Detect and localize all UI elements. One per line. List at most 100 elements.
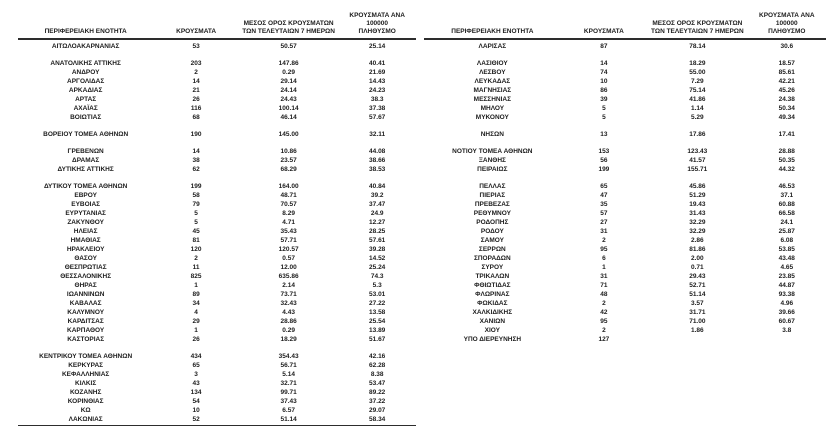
avg7-cell: 32.43	[280, 300, 297, 307]
column-header-region: ΠΕΡΙΦΕΡΕΙΑΚΗ ΕΝΟΤΗΤΑ	[451, 28, 534, 35]
cases-cell: 31	[600, 228, 608, 235]
per100k-cell: 13.89	[369, 327, 386, 334]
cases-cell: 27	[600, 219, 608, 226]
table-row: ΕΥΒΟΙΑΣ 79 70.57 37.47	[18, 200, 416, 209]
avg7-cell: 50.57	[280, 43, 297, 50]
per100k-cell: 45.26	[778, 87, 795, 94]
avg7-cell: 5.29	[691, 114, 704, 121]
table-row: ΘΕΣΠΡΩΤΙΑΣ 11 12.00 25.24	[18, 263, 416, 272]
per100k-cell: 42.21	[778, 78, 795, 85]
per100k-cell: 30.6	[780, 43, 794, 50]
avg7-cell: 10.86	[280, 148, 297, 155]
avg7-cell: 51.14	[689, 291, 706, 298]
per100k-cell: 14.52	[369, 255, 386, 262]
per100k-cell: 62.28	[369, 362, 386, 369]
per100k-cell: 58.34	[369, 416, 386, 423]
avg7-cell: 99.71	[280, 389, 297, 396]
avg7-cell: 24.14	[280, 87, 297, 94]
cases-cell: 5	[602, 105, 606, 112]
avg7-cell: 2.86	[691, 237, 704, 244]
region-cell: ΑΡΚΑΔΙΑΣ	[68, 87, 103, 94]
table-row: ΠΙΕΡΙΑΣ 47 51.29 37.1	[424, 191, 826, 200]
table-row: ΠΕΛΛΑΣ 65 45.86 46.53	[424, 182, 826, 191]
row-group: ΑΙΤΩΛΟΑΚΑΡΝΑΝΙΑΣ 53 50.57 25.14	[18, 42, 416, 51]
per100k-cell: 25.54	[369, 318, 386, 325]
table-row: ΣΥΡΟΥ 1 0.71 4.65	[424, 263, 826, 272]
table-row: ΔΥΤΙΚΟΥ ΤΟΜΕΑ ΑΘΗΝΩΝ 199 164.00 40.84	[18, 182, 416, 191]
column-header-avg7-line1: ΜΕΣΟΣ ΟΡΟΣ ΚΡΟΥΣΜΑΤΩΝ	[243, 20, 334, 27]
avg7-cell: 100.14	[278, 105, 299, 112]
per100k-cell: 44.32	[778, 166, 795, 173]
avg7-cell: 35.43	[280, 228, 297, 235]
region-cell: ΙΩΑΝΝΙΝΩΝ	[66, 291, 105, 298]
table-row: ΡΕΘΥΜΝΟΥ 57 31.43 66.58	[424, 209, 826, 218]
avg7-cell: 55.00	[689, 69, 706, 76]
cases-cell: 190	[190, 131, 202, 138]
per100k-cell: 46.53	[778, 183, 795, 190]
cases-cell: 39	[600, 96, 608, 103]
table-row: ΚΑΡΔΙΤΣΑΣ 29 28.86 25.54	[18, 317, 416, 326]
cases-cell: 45	[192, 228, 200, 235]
cases-cell: 71	[600, 282, 608, 289]
per100k-cell: 44.08	[369, 148, 386, 155]
per100k-cell: 40.41	[369, 60, 386, 67]
avg7-cell: 0.57	[282, 255, 295, 262]
table-row: ΑΡΚΑΔΙΑΣ 21 24.14 24.23	[18, 86, 416, 95]
table-row: ΦΩΚΙΔΑΣ 2 3.57 4.96	[424, 299, 826, 308]
table-row: ΝΟΤΙΟΥ ΤΟΜΕΑ ΑΘΗΝΩΝ 153 123.43 28.88	[424, 147, 826, 156]
table-header-row: ΠΕΡΙΦΕΡΕΙΑΚΗ ΕΝΟΤΗΤΑ ΚΡΟΥΣΜΑΤΑ ΜΕΣΟΣ ΟΡΟ…	[18, 12, 416, 40]
cases-cell: 203	[190, 60, 202, 67]
avg7-cell: 155.71	[687, 166, 708, 173]
region-cell: ΚΩ	[80, 407, 91, 414]
region-cell: ΝΗΣΩΝ	[480, 131, 504, 138]
per100k-cell: 25.87	[778, 228, 795, 235]
cases-cell: 43	[192, 380, 200, 387]
cases-cell: 26	[192, 336, 200, 343]
per100k-cell: 24.1	[780, 219, 794, 226]
cases-cell: 95	[600, 318, 608, 325]
table-row: ΠΕΙΡΑΙΩΣ 199 155.71 44.32	[424, 165, 826, 174]
cases-cell: 65	[192, 362, 200, 369]
avg7-cell: 12.00	[280, 264, 297, 271]
cases-cell: 10	[600, 78, 608, 85]
avg7-cell: 24.43	[280, 96, 297, 103]
avg7-cell: 0.29	[282, 69, 295, 76]
table-row: ΧΑΝΙΩΝ 95 71.00 60.67	[424, 317, 826, 326]
region-cell: ΣΥΡΟΥ	[481, 264, 504, 271]
per100k-cell: 3.8	[782, 327, 792, 334]
per100k-cell: 89.22	[369, 389, 386, 396]
region-cell: ΕΥΒΟΙΑΣ	[71, 201, 101, 208]
per100k-cell: 4.96	[780, 300, 794, 307]
avg7-cell: 51.14	[280, 416, 297, 423]
region-cell: ΔΥΤΙΚΟΥ ΤΟΜΕΑ ΑΘΗΝΩΝ	[43, 183, 128, 190]
table-row: ΑΝΑΤΟΛΙΚΗΣ ΑΤΤΙΚΗΣ 203 147.86 40.41	[18, 59, 416, 68]
table-row: ΗΡΑΚΛΕΙΟΥ 120 120.57 39.28	[18, 245, 416, 254]
cases-cell: 56	[600, 157, 608, 164]
region-cell: ΗΡΑΚΛΕΙΟΥ	[66, 246, 105, 253]
per100k-cell: 14.43	[369, 78, 386, 85]
avg7-cell: 68.29	[280, 166, 297, 173]
row-group: ΓΡΕΒΕΝΩΝ 14 10.86 44.08 ΔΡΑΜΑΣ 38 23.57 38.66 ΔΥ…	[18, 147, 416, 174]
avg7-cell: 57.71	[280, 237, 297, 244]
cases-cell: 127	[598, 336, 610, 343]
table-row: ΚΟΖΑΝΗΣ 134 99.71 89.22	[18, 388, 416, 397]
cases-cell: 199	[190, 183, 202, 190]
per100k-cell: 85.61	[778, 69, 795, 76]
per100k-cell: 25.24	[369, 264, 386, 271]
row-group: ΛΑΡΙΣΑΣ 87 78.14 30.6	[424, 42, 826, 51]
cases-cell: 10	[192, 407, 200, 414]
region-cell: ΧΑΛΚΙΔΙΚΗΣ	[472, 309, 513, 316]
per100k-cell: 24.9	[370, 210, 384, 217]
region-cell: ΠΡΕΒΕΖΑΣ	[474, 201, 510, 208]
region-cell: ΕΥΡΥΤΑΝΙΑΣ	[65, 210, 106, 217]
avg7-cell: 354.43	[278, 353, 299, 360]
region-cell: ΠΕΛΛΑΣ	[479, 183, 506, 190]
table-row: ΑΙΤΩΛΟΑΚΑΡΝΑΝΙΑΣ 53 50.57 25.14	[18, 42, 416, 51]
cases-cell: 4	[194, 309, 198, 316]
avg7-cell: 23.57	[280, 157, 297, 164]
per100k-cell: 23.85	[778, 273, 795, 280]
table-row: ΜΗΛΟΥ 5 1.14 50.34	[424, 104, 826, 113]
cases-cell: 153	[598, 148, 610, 155]
per100k-cell: 17.41	[778, 131, 795, 138]
table-row: ΕΒΡΟΥ 58 48.71 39.2	[18, 191, 416, 200]
